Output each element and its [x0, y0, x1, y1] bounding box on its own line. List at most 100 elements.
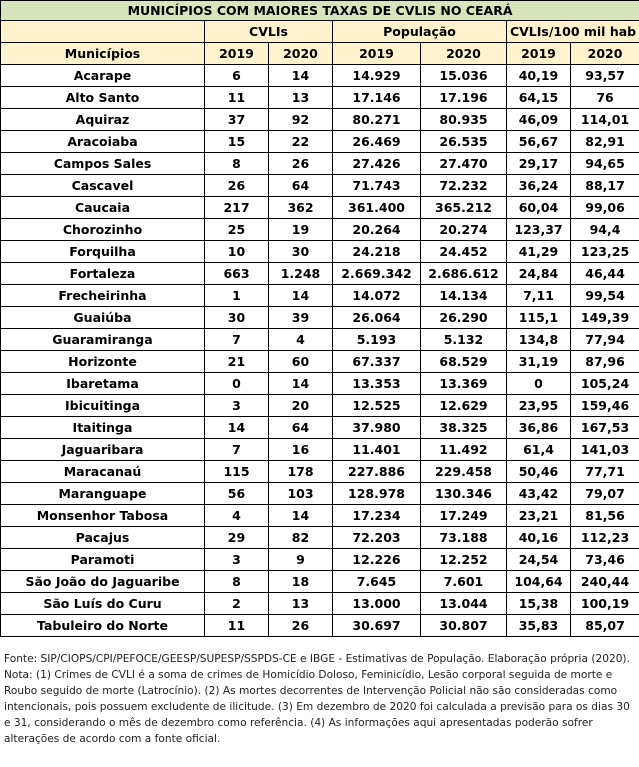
- cell: 13.369: [420, 372, 507, 395]
- data-row: Alto Santo 11 13 17.146 17.196 64,15 76: [0, 86, 639, 109]
- cell: 82,91: [569, 130, 639, 153]
- data-row: São João do Jaguaribe 8 18 7.645 7.601 104,64…: [0, 570, 639, 593]
- cell: 12.629: [420, 394, 507, 417]
- table-body: MUNICÍPIOS COM MAIORES TAXAS DE CVLIS NO…: [0, 0, 639, 637]
- cell: 123,37: [506, 218, 571, 241]
- cell: 73.188: [420, 526, 507, 549]
- data-row: Fortaleza 663 1.248 2.669.342 2.686.612 24,84…: [0, 262, 639, 285]
- data-row: Caucaia 217 362 361.400 365.212 60,04 99,06: [0, 196, 639, 219]
- cell: 11.401: [332, 438, 421, 461]
- cell: 12.252: [420, 548, 507, 571]
- cell: 60,04: [506, 196, 571, 219]
- data-row: Maracanaú 115 178 227.886 229.458 50,46 77,71: [0, 460, 639, 483]
- cell: 26.290: [420, 306, 507, 329]
- cell: 149,39: [569, 306, 639, 329]
- cell: 38.325: [420, 416, 507, 439]
- municipality: Chorozinho: [0, 218, 205, 241]
- cell: 0: [506, 372, 571, 395]
- cell: 99,06: [569, 196, 639, 219]
- cell: 217: [204, 196, 269, 219]
- data-row: Aracoiaba 15 22 26.469 26.535 56,67 82,91: [0, 130, 639, 153]
- municipality: Acarape: [0, 64, 205, 87]
- year-header: 2019: [332, 42, 421, 65]
- cell: 123,25: [569, 240, 639, 263]
- municipality: Ibaretama: [0, 372, 205, 395]
- cell: 3: [204, 394, 269, 417]
- data-row: Campos Sales 8 26 27.426 27.470 29,17 94,65: [0, 152, 639, 175]
- cell: 15,38: [506, 592, 571, 615]
- cell: 37.980: [332, 416, 421, 439]
- data-row: Ibicuitinga 3 20 12.525 12.629 23,95 159,46: [0, 394, 639, 417]
- cell: 26: [204, 174, 269, 197]
- cell: 0: [204, 372, 269, 395]
- cell: 104,64: [506, 570, 571, 593]
- year-header: 2020: [420, 42, 507, 65]
- cell: 362: [268, 196, 333, 219]
- municipality: Paramoti: [0, 548, 205, 571]
- data-row: Frecheirinha 1 14 14.072 14.134 7,11 99,54: [0, 284, 639, 307]
- cell: 99,54: [569, 284, 639, 307]
- cell: 67.337: [332, 350, 421, 373]
- group-header: CVLIs/100 mil hab: [505, 20, 639, 43]
- cell: 40,16: [506, 526, 571, 549]
- cell: 30: [204, 306, 269, 329]
- title-row: MUNICÍPIOS COM MAIORES TAXAS DE CVLIS NO…: [0, 0, 639, 21]
- cell: 40,19: [506, 64, 571, 87]
- cell: 92: [268, 108, 333, 131]
- data-row: Ibaretama 0 14 13.353 13.369 0 105,24: [0, 372, 639, 395]
- cell: 20.264: [332, 218, 421, 241]
- cell: 60: [268, 350, 333, 373]
- cell: 361.400: [332, 196, 421, 219]
- cell: 18: [268, 570, 333, 593]
- cell: 4: [268, 328, 333, 351]
- cell: 41,29: [506, 240, 571, 263]
- header-row: Municípios 2019 2020 2019 2020 2019 2020: [0, 42, 639, 65]
- year-header: 2020: [268, 42, 333, 65]
- cell: 114,01: [569, 108, 639, 131]
- cell: 15.036: [420, 64, 507, 87]
- data-row: Itaitinga 14 64 37.980 38.325 36,86 167,53: [0, 416, 639, 439]
- data-row: Maranguape 56 103 128.978 130.346 43,42 79,07: [0, 482, 639, 505]
- municipality: Pacajus: [0, 526, 205, 549]
- cell: 167,53: [569, 416, 639, 439]
- data-row: Forquilha 10 30 24.218 24.452 41,29 123,25: [0, 240, 639, 263]
- cell: 25: [204, 218, 269, 241]
- cell: 80.935: [420, 108, 507, 131]
- cell: 30: [268, 240, 333, 263]
- cell: 227.886: [332, 460, 421, 483]
- municipality: Frecheirinha: [0, 284, 205, 307]
- cell: 7,11: [506, 284, 571, 307]
- cell: 82: [268, 526, 333, 549]
- cell: 31,19: [506, 350, 571, 373]
- cell: 1.248: [268, 262, 333, 285]
- municipality: Ibicuitinga: [0, 394, 205, 417]
- cell: 115: [204, 460, 269, 483]
- cell: 115,1: [506, 306, 571, 329]
- cell: 27.426: [332, 152, 421, 175]
- cell: 159,46: [569, 394, 639, 417]
- blank-cell: [0, 20, 205, 43]
- cell: 24.218: [332, 240, 421, 263]
- cell: 112,23: [569, 526, 639, 549]
- municipality: Aracoiaba: [0, 130, 205, 153]
- cell: 81,56: [569, 504, 639, 527]
- data-row: São Luís do Curu 2 13 13.000 13.044 15,38 100,…: [0, 592, 639, 615]
- cell: 24,84: [506, 262, 571, 285]
- cell: 87,96: [569, 350, 639, 373]
- municipality: São Luís do Curu: [0, 592, 205, 615]
- cell: 73,46: [569, 548, 639, 571]
- cell: 24.452: [420, 240, 507, 263]
- municipality: Maracanaú: [0, 460, 205, 483]
- cell: 26.535: [420, 130, 507, 153]
- cell: 7.601: [420, 570, 507, 593]
- source: Fonte: SIP/CIOPS/CPI/PEFOCE/GEESP/SUPESP…: [4, 653, 630, 665]
- cell: 71.743: [332, 174, 421, 197]
- cell: 85,07: [569, 614, 639, 637]
- municipality: Itaitinga: [0, 416, 205, 439]
- municipality: Alto Santo: [0, 86, 205, 109]
- cell: 14.072: [332, 284, 421, 307]
- cell: 94,4: [569, 218, 639, 241]
- cell: 72.203: [332, 526, 421, 549]
- data-row: Horizonte 21 60 67.337 68.529 31,19 87,96: [0, 350, 639, 373]
